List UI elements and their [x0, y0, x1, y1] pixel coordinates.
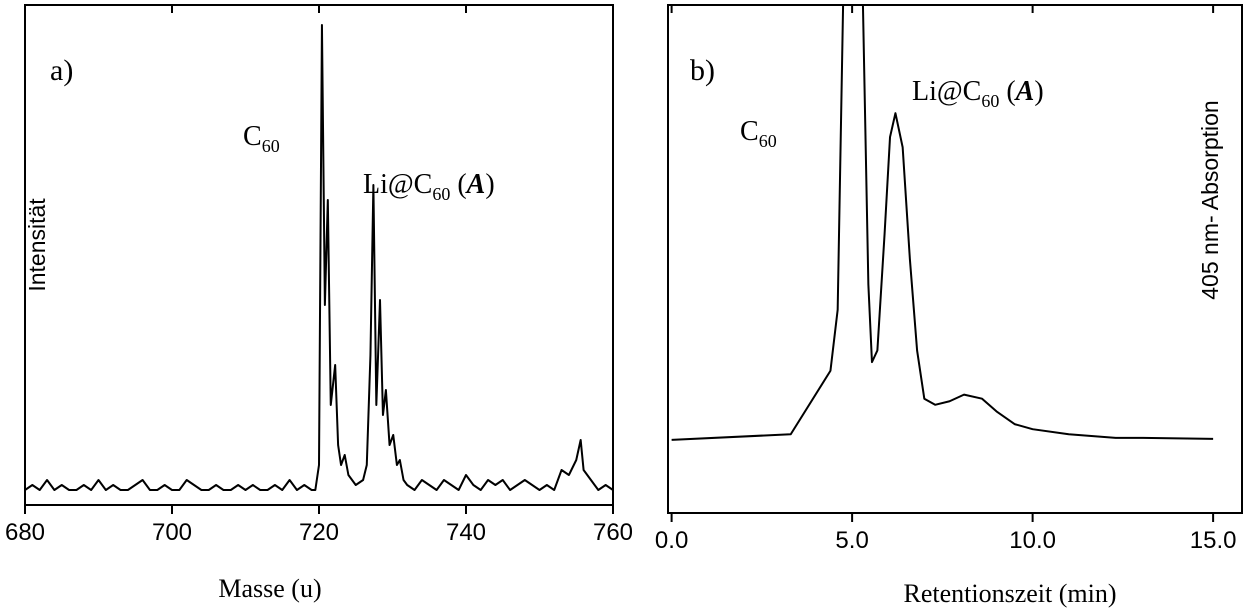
annotation: Li@C60 (A): [363, 169, 495, 204]
annotation-part: C: [243, 121, 262, 152]
annotation-part: ): [485, 169, 494, 200]
annotation-part: A: [465, 169, 486, 200]
x-tick-label: 15.0: [1190, 527, 1237, 554]
annotation-part: 60: [759, 131, 777, 151]
x-axis-label: Retentionszeit (min): [903, 579, 1116, 608]
annotation-part: 60: [981, 91, 999, 111]
annotation-part: A: [1014, 76, 1035, 107]
annotation-part: C: [740, 116, 759, 147]
annotation-part: (: [450, 169, 466, 200]
panel-label: a): [50, 54, 73, 87]
plot-area: [25, 24, 613, 491]
panel-label: b): [690, 54, 715, 87]
x-tick-label: 680: [5, 519, 45, 546]
x-axis-label: Masse (u): [218, 574, 321, 603]
plot-frame: [667, 4, 1243, 514]
annotation-part: Li@C: [912, 76, 981, 107]
annotation: Li@C60 (A): [912, 76, 1044, 111]
x-tick-label: 5.0: [835, 527, 868, 554]
data-line: [671, 5, 1214, 441]
x-tick-label: 0.0: [655, 527, 688, 554]
panel: 0.0 5.0 10.0 15.0 Retentionszeit (min) 405 nm…: [655, 4, 1243, 608]
annotation-part: (: [999, 76, 1015, 107]
annotation-part: Li@C: [363, 169, 432, 200]
annotation: C60: [243, 121, 280, 156]
x-tick-label: 10.0: [1009, 527, 1056, 554]
annotation: C60: [740, 116, 777, 151]
annotation-part: ): [1034, 76, 1043, 107]
y-axis-label: Intensität: [24, 198, 50, 292]
x-tick-label: 760: [593, 519, 633, 546]
x-tick-label: 740: [446, 519, 486, 546]
data-line: [25, 24, 613, 491]
x-tick-label: 720: [299, 519, 339, 546]
annotation-part: 60: [262, 136, 280, 156]
x-tick-label: 700: [152, 519, 192, 546]
y-axis-label: 405 nm- Absorption: [1197, 100, 1223, 299]
plot-area: [671, 5, 1214, 441]
annotation-part: 60: [432, 184, 450, 204]
